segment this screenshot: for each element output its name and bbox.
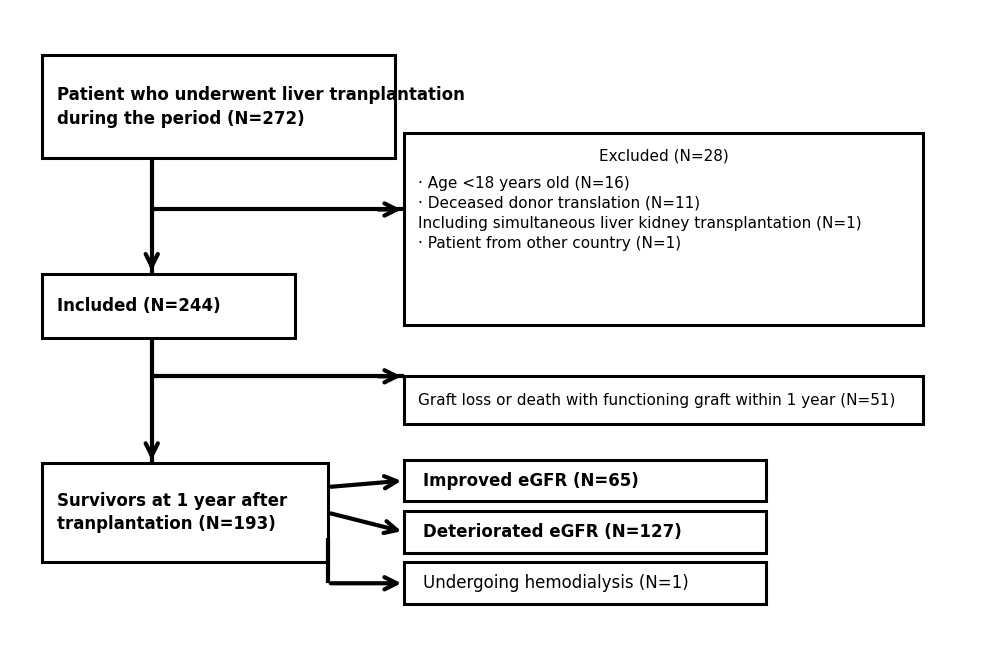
Text: Patient who underwent liver tranplantation
during the period (N=272): Patient who underwent liver tranplantati… xyxy=(57,86,464,127)
Text: · Age <18 years old (N=16)
· Deceased donor translation (N=11)
Including simulta: · Age <18 years old (N=16) · Deceased do… xyxy=(418,176,862,250)
FancyBboxPatch shape xyxy=(404,511,766,552)
FancyBboxPatch shape xyxy=(42,55,395,158)
Text: Deteriorated eGFR (N=127): Deteriorated eGFR (N=127) xyxy=(423,523,682,541)
Text: Survivors at 1 year after
tranplantation (N=193): Survivors at 1 year after tranplantation… xyxy=(57,492,287,534)
Text: Excluded (N=28): Excluded (N=28) xyxy=(599,149,728,164)
FancyBboxPatch shape xyxy=(404,376,923,424)
Text: Undergoing hemodialysis (N=1): Undergoing hemodialysis (N=1) xyxy=(423,574,689,592)
FancyBboxPatch shape xyxy=(404,460,766,501)
FancyBboxPatch shape xyxy=(404,133,923,325)
FancyBboxPatch shape xyxy=(42,463,328,562)
Text: Graft loss or death with functioning graft within 1 year (N=51): Graft loss or death with functioning gra… xyxy=(418,393,896,408)
Text: Included (N=244): Included (N=244) xyxy=(57,297,220,315)
FancyBboxPatch shape xyxy=(404,562,766,604)
Text: Improved eGFR (N=65): Improved eGFR (N=65) xyxy=(423,472,639,489)
FancyBboxPatch shape xyxy=(42,274,295,338)
